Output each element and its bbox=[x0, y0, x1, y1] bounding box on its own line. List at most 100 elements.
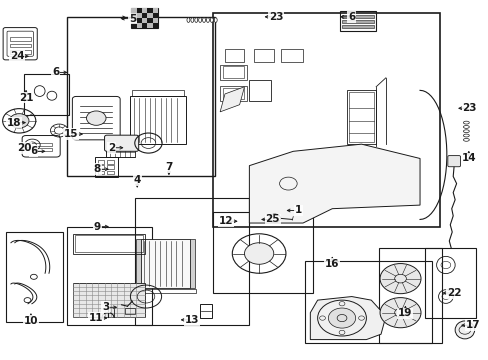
Bar bbox=[222, 66, 244, 78]
Bar bbox=[137, 13, 142, 18]
Circle shape bbox=[328, 308, 355, 328]
Bar bbox=[153, 23, 158, 28]
Bar bbox=[107, 171, 114, 174]
Bar bbox=[142, 13, 147, 18]
Bar bbox=[153, 13, 158, 18]
Bar bbox=[142, 18, 147, 23]
Bar bbox=[220, 64, 246, 80]
Bar bbox=[341, 15, 373, 18]
Bar bbox=[141, 239, 189, 288]
Bar bbox=[142, 8, 147, 13]
Text: 6: 6 bbox=[30, 146, 38, 156]
Bar bbox=[346, 90, 375, 144]
Bar bbox=[281, 49, 303, 62]
Text: 23: 23 bbox=[268, 12, 283, 22]
Bar bbox=[30, 143, 52, 146]
Bar bbox=[131, 13, 137, 18]
Bar bbox=[135, 198, 249, 325]
Bar bbox=[424, 248, 475, 318]
Bar bbox=[5, 232, 63, 321]
FancyBboxPatch shape bbox=[104, 135, 139, 151]
Bar bbox=[137, 8, 142, 13]
Bar bbox=[147, 8, 153, 13]
Circle shape bbox=[379, 298, 420, 328]
Text: 5: 5 bbox=[128, 14, 136, 24]
Text: 19: 19 bbox=[397, 309, 412, 318]
Bar bbox=[135, 289, 195, 293]
Text: 1: 1 bbox=[294, 206, 301, 216]
Bar bbox=[131, 18, 137, 23]
Bar bbox=[73, 283, 145, 317]
Bar bbox=[125, 308, 135, 315]
Ellipse shape bbox=[186, 18, 189, 22]
Bar bbox=[249, 80, 271, 101]
Ellipse shape bbox=[463, 134, 468, 137]
Ellipse shape bbox=[463, 126, 468, 129]
Bar bbox=[107, 160, 114, 163]
Ellipse shape bbox=[194, 18, 197, 22]
Text: 4: 4 bbox=[133, 175, 141, 185]
Bar bbox=[224, 49, 244, 62]
Text: 15: 15 bbox=[64, 129, 79, 139]
Text: 18: 18 bbox=[7, 118, 21, 128]
Text: 9: 9 bbox=[94, 222, 101, 231]
Bar bbox=[212, 212, 312, 293]
Bar bbox=[73, 234, 145, 253]
Bar bbox=[220, 86, 246, 101]
Polygon shape bbox=[310, 297, 385, 339]
Bar bbox=[66, 17, 215, 176]
Ellipse shape bbox=[463, 121, 468, 124]
Text: 12: 12 bbox=[218, 216, 233, 226]
Text: 7: 7 bbox=[165, 162, 172, 172]
Text: 17: 17 bbox=[465, 320, 479, 330]
Circle shape bbox=[379, 264, 420, 294]
Bar bbox=[107, 165, 114, 169]
Bar bbox=[341, 25, 373, 28]
Ellipse shape bbox=[206, 18, 209, 22]
FancyBboxPatch shape bbox=[447, 156, 460, 167]
Bar bbox=[137, 23, 142, 28]
Bar bbox=[378, 248, 441, 343]
Bar bbox=[95, 157, 118, 177]
Ellipse shape bbox=[454, 321, 474, 339]
Text: 6: 6 bbox=[52, 67, 60, 77]
Bar bbox=[10, 44, 31, 47]
Text: 11: 11 bbox=[88, 313, 103, 323]
Bar bbox=[199, 304, 211, 318]
Text: 13: 13 bbox=[184, 315, 199, 325]
Bar bbox=[341, 20, 373, 23]
Circle shape bbox=[9, 114, 29, 128]
Bar bbox=[339, 12, 375, 31]
Text: 23: 23 bbox=[462, 103, 476, 113]
Bar bbox=[189, 239, 194, 288]
Text: 21: 21 bbox=[19, 93, 33, 103]
Bar bbox=[222, 88, 244, 99]
Text: 10: 10 bbox=[23, 316, 38, 326]
Ellipse shape bbox=[190, 18, 193, 22]
Text: 14: 14 bbox=[461, 153, 475, 163]
Text: 3: 3 bbox=[102, 302, 109, 312]
Bar bbox=[10, 50, 31, 54]
Circle shape bbox=[244, 243, 273, 264]
Bar bbox=[254, 49, 273, 62]
Bar bbox=[137, 18, 142, 23]
Bar bbox=[130, 96, 185, 144]
Bar bbox=[131, 23, 137, 28]
Text: 25: 25 bbox=[265, 215, 280, 224]
Bar bbox=[153, 8, 158, 13]
Bar bbox=[348, 92, 373, 142]
Bar bbox=[98, 165, 104, 169]
Ellipse shape bbox=[202, 18, 205, 22]
Ellipse shape bbox=[463, 138, 468, 141]
Text: 6: 6 bbox=[347, 12, 355, 22]
Bar bbox=[212, 13, 439, 226]
Ellipse shape bbox=[198, 18, 201, 22]
Bar bbox=[131, 8, 137, 13]
Bar bbox=[147, 13, 153, 18]
Bar bbox=[10, 37, 31, 41]
Bar bbox=[131, 8, 158, 28]
Bar bbox=[75, 235, 143, 252]
Bar bbox=[66, 226, 152, 325]
Bar bbox=[305, 261, 431, 343]
Ellipse shape bbox=[214, 18, 217, 22]
